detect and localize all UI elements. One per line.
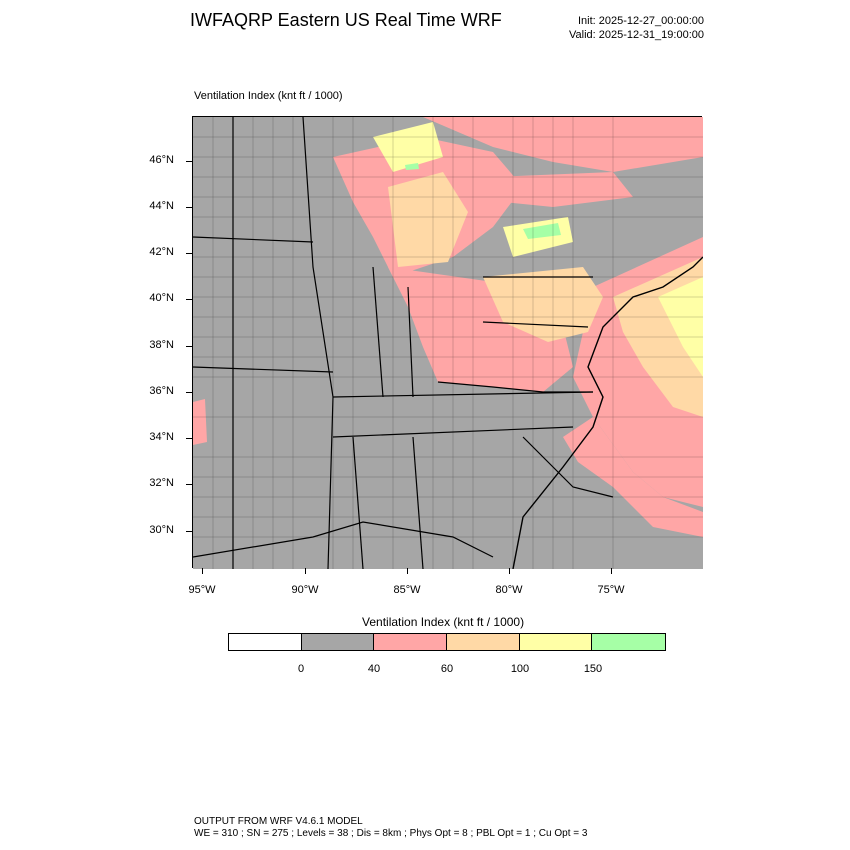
colorbar-label: 40 xyxy=(367,663,381,675)
shade-pink-west xyxy=(193,399,207,445)
shade-pink-ohio xyxy=(388,267,573,392)
lat-tick xyxy=(186,161,192,162)
lat-tick xyxy=(186,392,192,393)
lon-tick xyxy=(407,568,408,574)
lat-label-40: 40°N xyxy=(149,292,174,304)
lat-tick xyxy=(186,438,192,439)
colorbar xyxy=(228,633,666,651)
model-footer: OUTPUT FROM WRF V4.6.1 MODEL WE = 310 ; … xyxy=(194,816,587,840)
lat-label-44: 44°N xyxy=(149,200,174,212)
lat-label-34: 34°N xyxy=(149,431,174,443)
map-panel xyxy=(192,116,703,569)
field-label: Ventilation Index (knt ft / 1000) xyxy=(194,90,343,102)
colorbar-label: 60 xyxy=(440,663,454,675)
county-lines xyxy=(193,117,703,569)
lon-label-85: 85°W xyxy=(393,584,421,596)
lat-tick xyxy=(186,299,192,300)
lat-tick xyxy=(186,531,192,532)
colorbar-title: Ventilation Index (knt ft / 1000) xyxy=(362,615,525,629)
lon-tick xyxy=(202,568,203,574)
shade-pink-canada xyxy=(423,117,703,172)
lon-tick xyxy=(305,568,306,574)
colorbar-box xyxy=(229,634,302,650)
map-title: IWFAQRP Eastern US Real Time WRF xyxy=(190,10,502,30)
colorbar-box xyxy=(301,634,375,650)
lat-tick xyxy=(186,253,192,254)
init-time: Init: 2025-12-27_00:00:00 xyxy=(578,15,704,27)
lon-label-75: 75°W xyxy=(597,584,625,596)
lat-label-38: 38°N xyxy=(149,339,174,351)
footer-line-2: WE = 310 ; SN = 275 ; Levels = 38 ; Dis … xyxy=(194,828,588,839)
ventilation-map xyxy=(193,117,703,569)
lat-label-30: 30°N xyxy=(149,524,174,536)
lat-tick xyxy=(186,207,192,208)
lon-tick xyxy=(509,568,510,574)
coastline xyxy=(512,256,703,569)
colorbar-box xyxy=(447,634,520,650)
shade-orange-michigan xyxy=(388,172,468,267)
lon-label-80: 80°W xyxy=(495,584,523,596)
lat-label-32: 32°N xyxy=(149,477,174,489)
lat-label-42: 42°N xyxy=(149,246,174,258)
footer-line-1: OUTPUT FROM WRF V4.6.1 MODEL xyxy=(194,816,363,827)
shade-green-superior xyxy=(405,163,419,170)
lat-label-46: 46°N xyxy=(149,154,174,166)
colorbar-label: 0 xyxy=(297,663,305,675)
shade-yellow-superior xyxy=(373,122,443,172)
shade-green-ontario xyxy=(523,223,561,239)
shade-pink-lakes-east xyxy=(493,172,633,207)
time-info: Init: 2025-12-27_00:00:00 Valid: 2025-12… xyxy=(569,14,704,42)
lat-tick xyxy=(186,484,192,485)
valid-time: Valid: 2025-12-31_19:00:00 xyxy=(569,29,704,41)
colorbar-box xyxy=(519,634,593,650)
colorbar-label: 150 xyxy=(583,663,603,675)
lat-label-36: 36°N xyxy=(149,385,174,397)
colorbar-box xyxy=(592,634,666,650)
lon-tick xyxy=(611,568,612,574)
colorbar-label: 100 xyxy=(510,663,530,675)
lat-tick xyxy=(186,346,192,347)
colorbar-box xyxy=(374,634,448,650)
shade-yellow-atlantic xyxy=(658,277,703,377)
lon-label-90: 90°W xyxy=(291,584,319,596)
lon-label-95: 95°W xyxy=(188,584,216,596)
